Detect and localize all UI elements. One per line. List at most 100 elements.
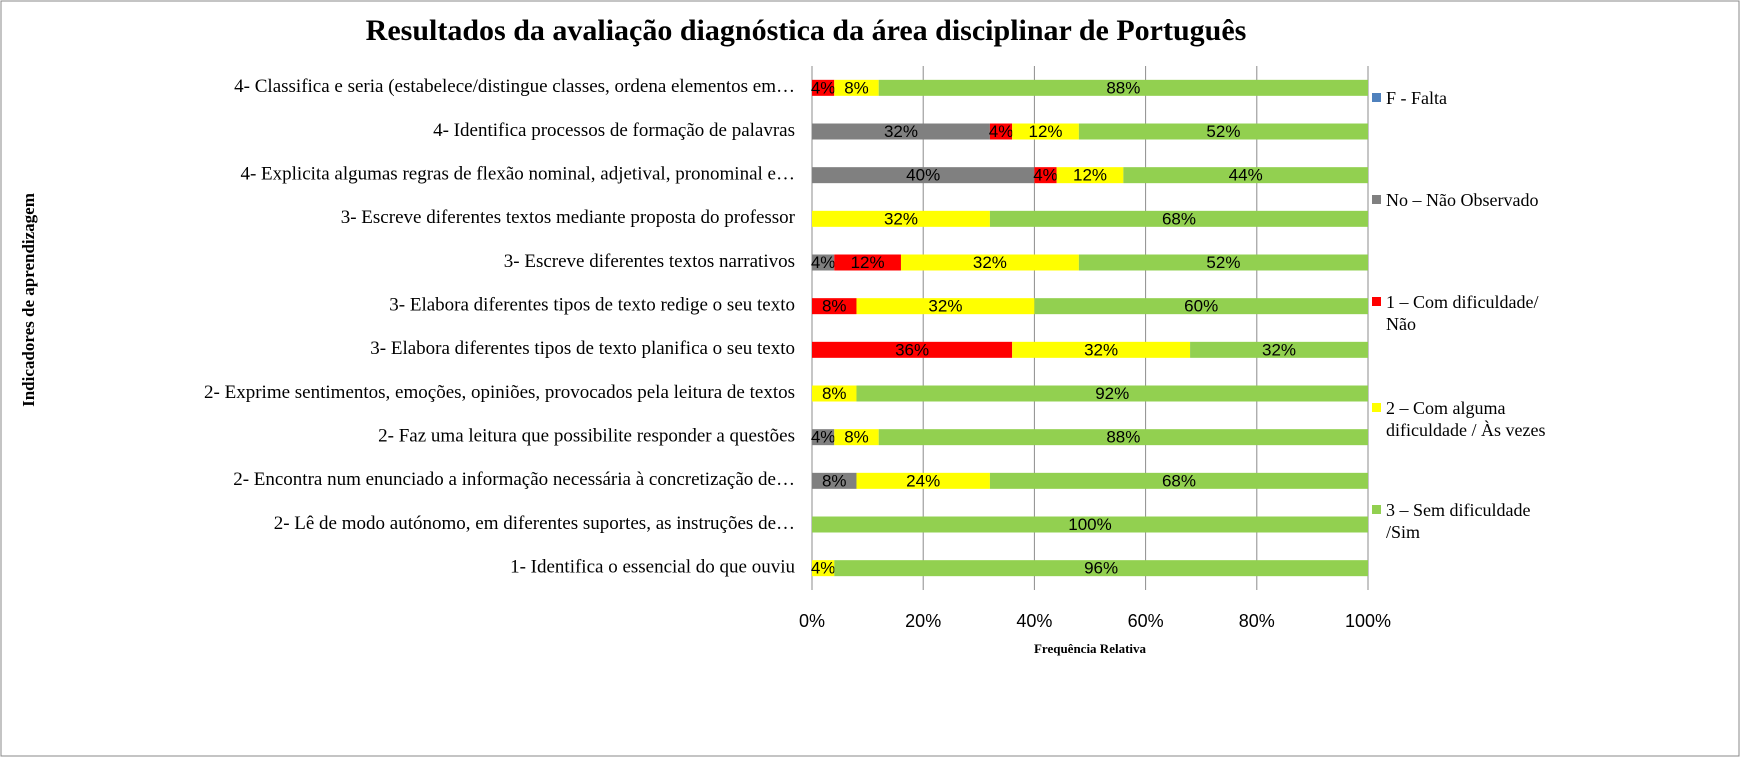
legend-swatch (1372, 403, 1381, 412)
bar-segment (834, 560, 1368, 577)
data-label: 4% (989, 122, 1014, 141)
y-tick-label: 2- Encontra num enunciado a informação n… (233, 469, 795, 490)
bar-segment (812, 254, 835, 271)
y-tick-label: 2- Lê de modo autónomo, em diferentes su… (274, 513, 795, 534)
data-label: 24% (906, 471, 940, 490)
bar-segment (834, 429, 879, 446)
data-label: 88% (1106, 428, 1140, 447)
y-tick-label: 3- Elabora diferentes tipos de texto pla… (370, 338, 795, 359)
x-tick-label: 0% (799, 611, 825, 631)
bar-segment (1012, 341, 1191, 358)
bar-segment (834, 254, 901, 271)
data-label: 4% (811, 78, 836, 97)
data-label: 92% (1095, 384, 1129, 403)
bar-segment (812, 516, 1368, 533)
bar-segment (1078, 123, 1368, 140)
bar-segment (1034, 298, 1368, 315)
y-tick-label: 3- Elabora diferentes tipos de texto red… (389, 295, 795, 316)
x-tick-label: 100% (1345, 611, 1391, 631)
legend-swatch (1372, 505, 1381, 514)
x-tick-label: 60% (1128, 611, 1164, 631)
data-label: 8% (844, 78, 869, 97)
y-tick-label: 1- Identifica o essencial do que ouviu (510, 557, 795, 578)
bar-segment (1123, 167, 1368, 184)
bar-segment (812, 560, 835, 577)
data-label: 4% (811, 559, 836, 578)
bar-segment (812, 123, 990, 140)
data-label: 52% (1206, 122, 1240, 141)
data-label: 12% (851, 253, 885, 272)
data-label: 8% (822, 471, 847, 490)
data-label: 68% (1162, 471, 1196, 490)
bar-segment (812, 385, 857, 402)
legend-label: 1 – Com dificuldade/ Não (1386, 292, 1539, 334)
data-label: 32% (1084, 340, 1118, 359)
data-label: 100% (1068, 515, 1111, 534)
y-tick-label: 4- Explicita algumas regras de flexão no… (240, 164, 795, 185)
x-tick-label: 80% (1239, 611, 1275, 631)
data-label: 8% (822, 297, 847, 316)
data-label: 32% (1262, 340, 1296, 359)
legend-label: 3 – Sem dificuldade /Sim (1386, 500, 1531, 542)
data-label: 4% (811, 253, 836, 272)
y-tick-label: 3- Escreve diferentes textos mediante pr… (341, 207, 796, 228)
bar-segment (812, 167, 1035, 184)
bar-segment (989, 210, 1368, 227)
bar-segment (989, 472, 1368, 489)
data-label: 52% (1206, 253, 1240, 272)
data-label: 32% (884, 209, 918, 228)
bar-segment (812, 79, 835, 96)
bar-segment (1078, 254, 1368, 271)
data-label: 68% (1162, 209, 1196, 228)
x-tick-label: 40% (1016, 611, 1052, 631)
bar-segment (900, 254, 1079, 271)
y-tick-label: 2- Exprime sentimentos, emoções, opiniõe… (204, 382, 795, 403)
bar-segment (812, 298, 857, 315)
legend-label: No – Não Observado (1386, 190, 1539, 210)
data-label: 8% (822, 384, 847, 403)
bar-segment (989, 123, 1013, 140)
data-label: 44% (1229, 166, 1263, 185)
data-label: 40% (906, 166, 940, 185)
data-label: 32% (884, 122, 918, 141)
bar-segment (812, 341, 1013, 358)
bar-segment (856, 385, 1368, 402)
data-label: 32% (928, 297, 962, 316)
data-label: 36% (895, 340, 929, 359)
bar-segment (878, 79, 1368, 96)
bar-segment (834, 79, 879, 96)
data-label: 4% (1033, 166, 1058, 185)
bar-segment (856, 298, 1035, 315)
x-tick-label: 20% (905, 611, 941, 631)
bar-segment (812, 472, 857, 489)
legend-swatch (1372, 195, 1381, 204)
data-label: 12% (1073, 166, 1107, 185)
data-label: 8% (844, 428, 869, 447)
x-axis-title: Frequência Relativa (1034, 641, 1147, 656)
legend-label: 2 – Com alguma dificuldade / Às vezes (1386, 398, 1546, 440)
data-label: 12% (1029, 122, 1063, 141)
bar-segment (812, 210, 990, 227)
y-tick-label: 2- Faz uma leitura que possibilite respo… (378, 426, 795, 447)
y-axis-title: Indicadores de aprendizagem (19, 193, 38, 407)
y-tick-label: 4- Classifica e seria (estabelece/distin… (234, 76, 795, 97)
bar-segment (812, 429, 835, 446)
bar-segment (1012, 123, 1079, 140)
legend-swatch (1372, 297, 1381, 306)
y-tick-label: 3- Escreve diferentes textos narrativos (504, 251, 795, 272)
bar-segment (1056, 167, 1124, 184)
data-label: 88% (1106, 78, 1140, 97)
bar-segment (856, 472, 990, 489)
data-label: 96% (1084, 559, 1118, 578)
data-label: 32% (973, 253, 1007, 272)
chart-title: Resultados da avaliação diagnóstica da á… (366, 14, 1247, 47)
legend-swatch (1372, 93, 1381, 102)
bar-segment (1034, 167, 1057, 184)
bar-segment (878, 429, 1368, 446)
bar-segment (1190, 341, 1368, 358)
y-tick-label: 4- Identifica processos de formação de p… (433, 120, 795, 141)
data-label: 4% (811, 428, 836, 447)
data-label: 60% (1184, 297, 1218, 316)
